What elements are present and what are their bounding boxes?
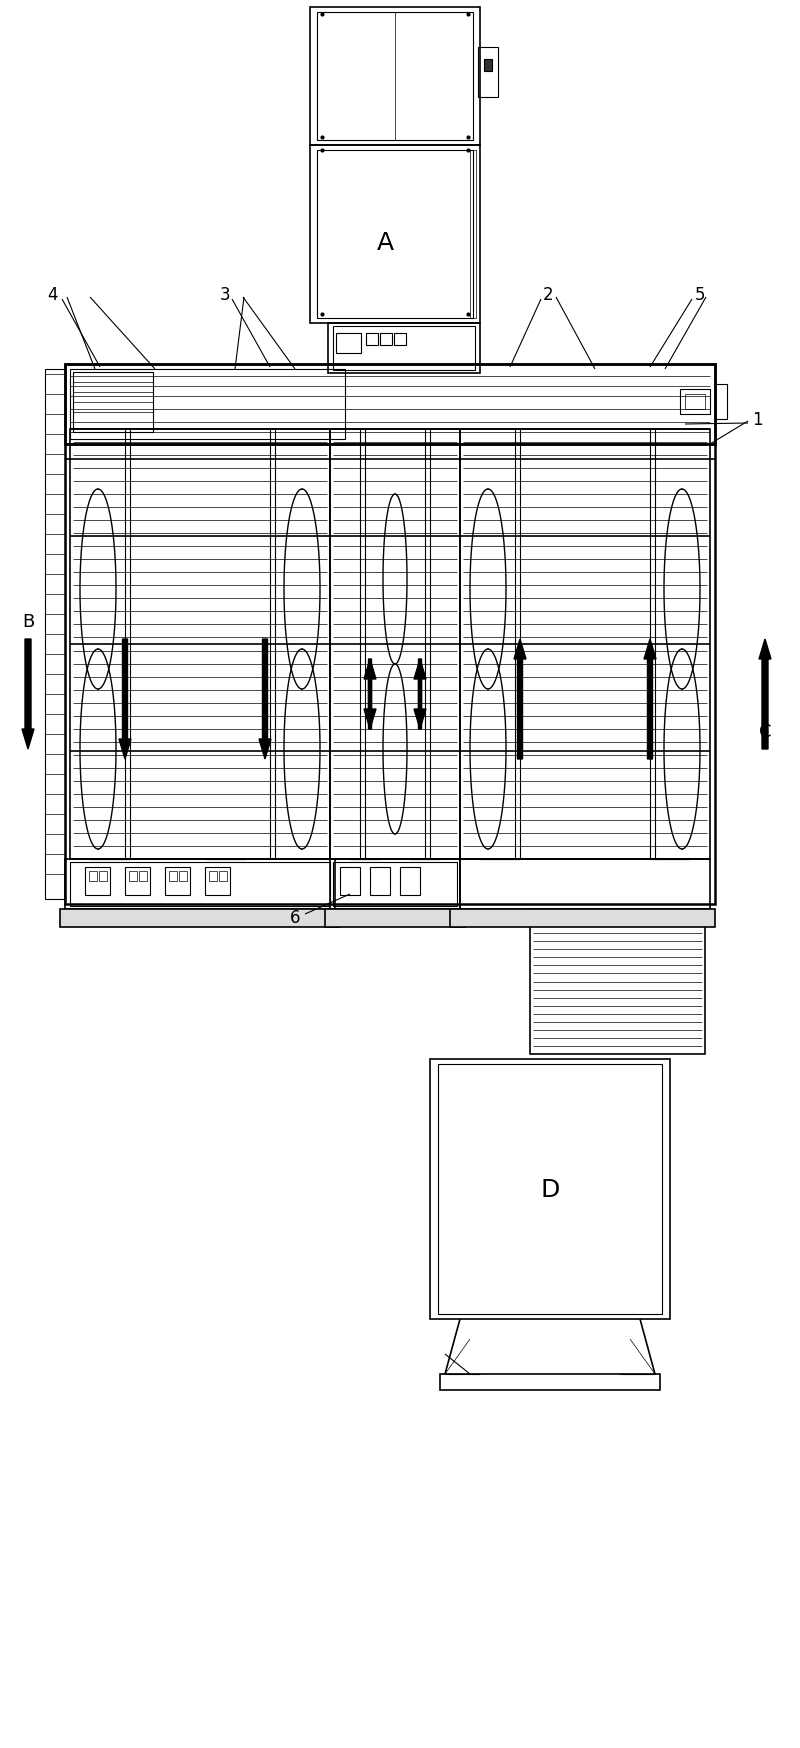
Bar <box>73 372 153 434</box>
Bar <box>484 59 492 72</box>
Bar <box>70 862 330 907</box>
Bar <box>333 327 475 371</box>
Bar <box>209 872 217 881</box>
Bar <box>65 365 715 904</box>
Text: B: B <box>22 612 34 631</box>
Bar <box>169 872 177 881</box>
Bar <box>340 867 360 895</box>
Text: A: A <box>377 231 394 255</box>
Bar <box>470 150 476 318</box>
Text: 2: 2 <box>542 287 554 304</box>
FancyArrow shape <box>644 640 656 760</box>
FancyArrow shape <box>119 640 131 760</box>
Bar <box>400 867 420 895</box>
Bar <box>129 872 137 881</box>
Bar <box>530 909 705 1054</box>
Bar <box>70 371 345 440</box>
Bar <box>438 1065 662 1314</box>
FancyArrow shape <box>22 640 34 750</box>
Bar <box>440 1374 660 1390</box>
Bar <box>65 860 335 909</box>
FancyArrow shape <box>414 659 426 729</box>
Bar <box>219 872 227 881</box>
FancyArrow shape <box>364 659 376 729</box>
Bar <box>89 872 97 881</box>
Bar <box>205 867 230 895</box>
Bar <box>179 872 187 881</box>
Bar <box>99 872 107 881</box>
FancyArrow shape <box>259 640 271 760</box>
Bar <box>333 862 457 907</box>
Bar <box>85 867 110 895</box>
Text: 1: 1 <box>752 411 762 428</box>
Bar <box>685 395 705 409</box>
Text: 3: 3 <box>220 287 230 304</box>
Bar <box>715 385 727 420</box>
Bar <box>325 909 465 928</box>
Bar <box>430 1059 670 1320</box>
Bar <box>125 867 150 895</box>
FancyArrow shape <box>514 640 526 760</box>
Bar <box>450 909 715 928</box>
Bar <box>478 47 498 98</box>
Bar <box>330 430 460 860</box>
Bar <box>60 909 340 928</box>
Bar <box>330 860 460 909</box>
Bar <box>366 334 378 346</box>
FancyArrow shape <box>759 640 771 750</box>
Bar <box>460 430 710 860</box>
FancyArrow shape <box>364 659 376 729</box>
Text: D: D <box>540 1178 560 1201</box>
Bar <box>45 371 65 900</box>
Bar <box>139 872 147 881</box>
Bar <box>317 12 473 142</box>
Bar <box>380 334 392 346</box>
Text: 6: 6 <box>290 909 300 926</box>
Bar <box>328 323 480 374</box>
Bar <box>65 365 715 444</box>
Bar <box>310 9 480 145</box>
Bar <box>317 150 473 318</box>
FancyArrow shape <box>414 659 426 729</box>
Text: 4: 4 <box>46 287 58 304</box>
Bar <box>336 334 361 353</box>
Bar <box>460 860 710 909</box>
Bar <box>70 430 330 860</box>
Text: 5: 5 <box>694 287 706 304</box>
Bar <box>310 145 480 323</box>
Bar <box>394 334 406 346</box>
Text: C: C <box>758 722 771 741</box>
Bar <box>680 390 710 414</box>
Bar <box>165 867 190 895</box>
Bar <box>370 867 390 895</box>
